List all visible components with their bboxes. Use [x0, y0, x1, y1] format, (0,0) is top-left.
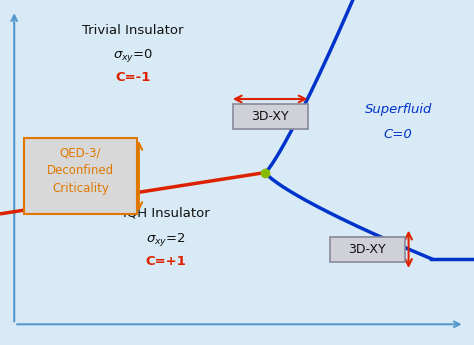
Text: IQH Insulator: IQH Insulator [122, 207, 210, 220]
Text: $\sigma_{xy}$=2: $\sigma_{xy}$=2 [146, 231, 186, 248]
FancyBboxPatch shape [24, 138, 137, 214]
Text: 3D-XY: 3D-XY [348, 243, 386, 256]
Text: 3D-XY: 3D-XY [251, 110, 289, 123]
Text: QED-3/
Deconfined
Criticality: QED-3/ Deconfined Criticality [47, 147, 114, 195]
Text: Trivial Insulator: Trivial Insulator [82, 24, 183, 37]
FancyBboxPatch shape [330, 237, 405, 262]
Text: C=0: C=0 [384, 128, 412, 141]
Text: C=+1: C=+1 [146, 255, 186, 268]
Text: Superfluid: Superfluid [365, 104, 432, 117]
Text: $\sigma_{xy}$=0: $\sigma_{xy}$=0 [112, 47, 153, 63]
FancyBboxPatch shape [233, 104, 308, 129]
Text: C=-1: C=-1 [115, 71, 150, 84]
